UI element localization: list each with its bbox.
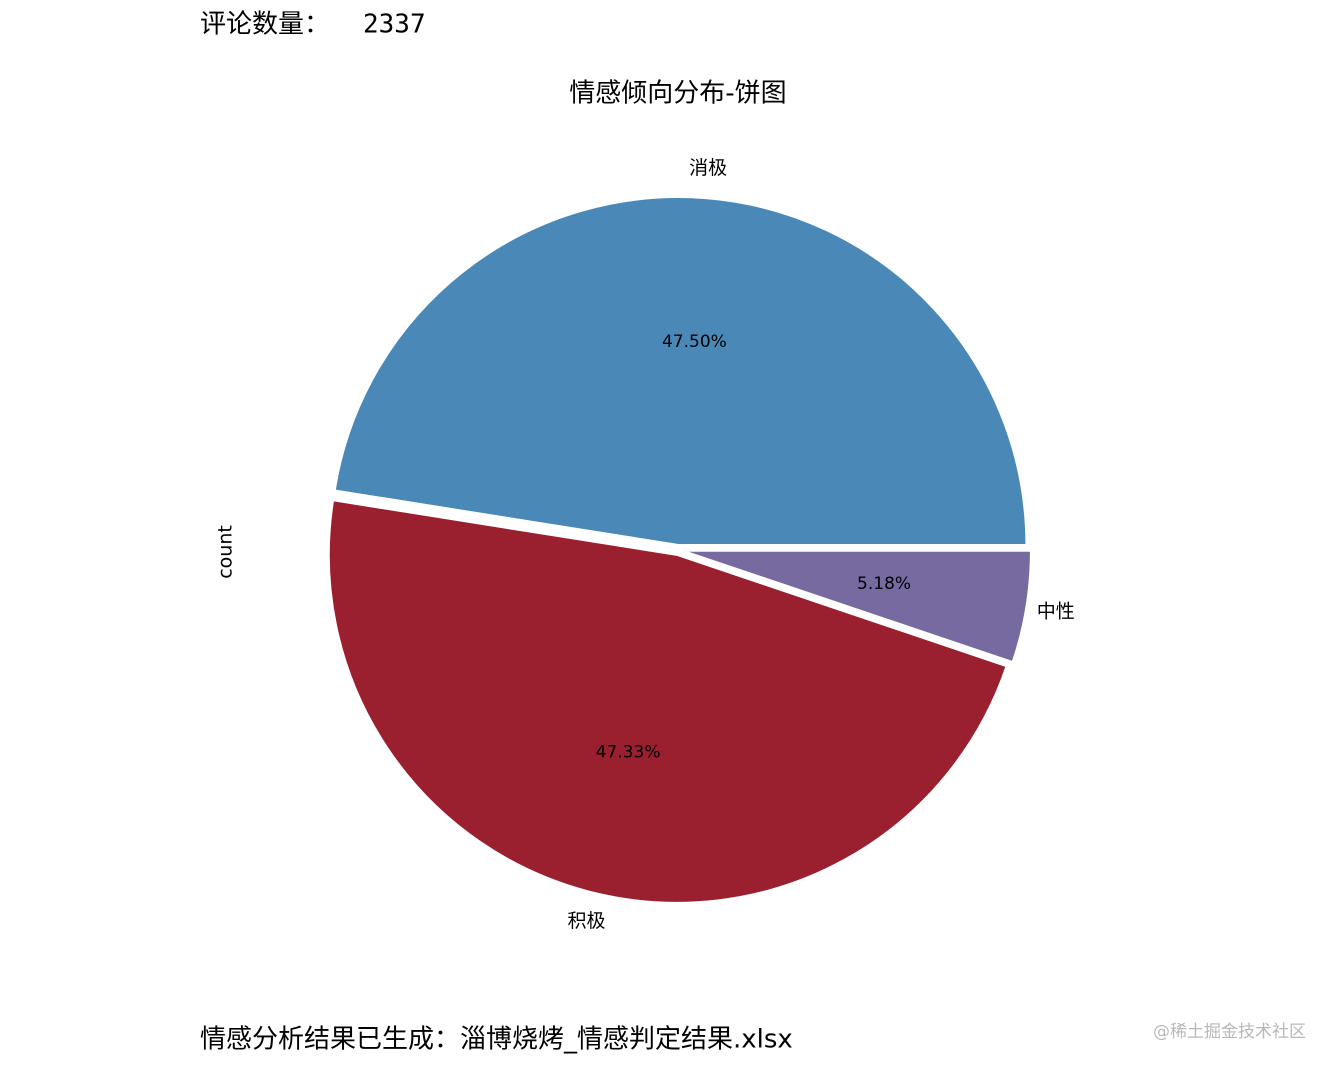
count-label: 评论数量： — [200, 10, 330, 40]
footer-message: 情感分析结果已生成：淄博烧烤_情感判定结果.xlsx — [200, 1025, 793, 1055]
slice-label: 消极 — [689, 157, 727, 179]
count-value: 2337 — [363, 10, 426, 40]
pie-slice — [333, 196, 1028, 547]
value-label: 47.50% — [662, 332, 727, 352]
pie-slice — [682, 549, 1032, 664]
watermark: @稀土掘金技术社区 — [1153, 1022, 1306, 1042]
slice-label: 积极 — [567, 910, 605, 932]
pie-slice — [327, 499, 1008, 904]
value-label: 47.33% — [596, 743, 661, 763]
value-label: 5.18% — [857, 574, 911, 594]
y-axis-label: count — [215, 525, 237, 579]
slice-label: 中性 — [1037, 601, 1075, 623]
chart-title: 情感倾向分布-饼图 — [569, 79, 786, 109]
